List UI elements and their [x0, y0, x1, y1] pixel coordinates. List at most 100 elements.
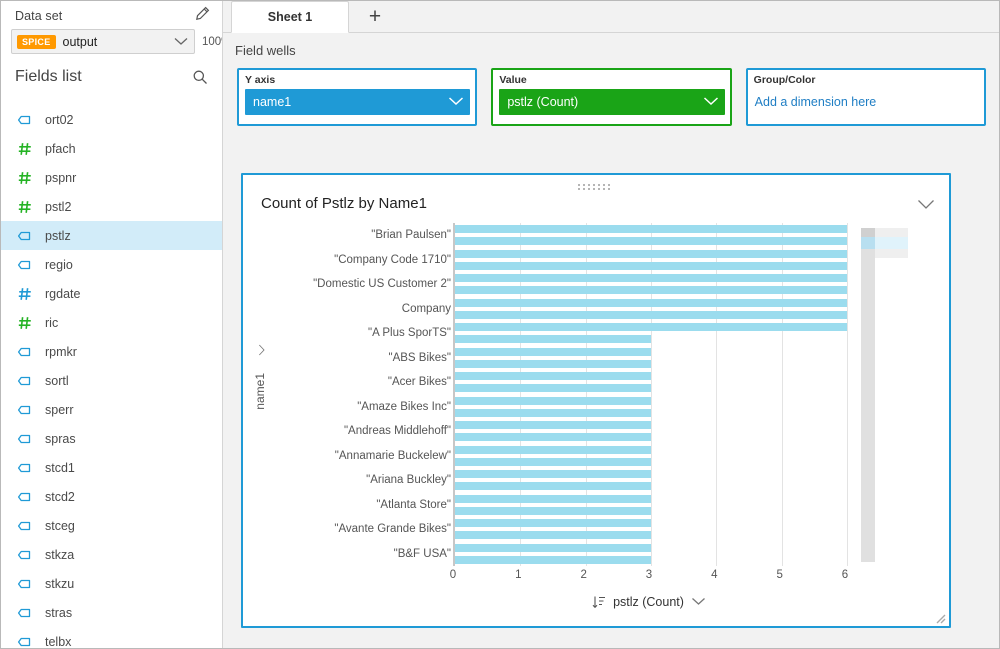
scrollbar-track[interactable] [861, 228, 875, 562]
fields-list[interactable]: ort02 pfach pspnr pstl2 pstlz regio rgdate ric r… [1, 105, 222, 648]
field-item-label: stcd2 [45, 489, 75, 504]
field-item-stceg[interactable]: stceg [1, 511, 222, 540]
dataset-header: Data set [1, 1, 222, 29]
bar[interactable] [455, 372, 651, 381]
bar[interactable] [455, 494, 651, 503]
date-field-icon [17, 286, 33, 302]
chevron-down-icon[interactable] [917, 197, 935, 215]
bar[interactable] [455, 396, 651, 405]
bar[interactable] [455, 225, 847, 234]
string-field-icon [17, 228, 33, 244]
spice-percent: 100% [202, 35, 222, 48]
bar[interactable] [455, 286, 847, 295]
chevron-down-icon[interactable] [253, 343, 271, 357]
pencil-icon[interactable] [194, 6, 210, 22]
search-icon[interactable] [192, 69, 208, 85]
bar[interactable] [455, 531, 651, 540]
drag-dots-icon[interactable] [578, 178, 614, 190]
x-axis-title[interactable]: pstlz (Count) [613, 595, 684, 609]
field-item-label: pstl2 [45, 199, 72, 214]
field-item-pstl2[interactable]: pstl2 [1, 192, 222, 221]
bar[interactable] [455, 506, 651, 515]
field-item-label: sortl [45, 373, 69, 388]
string-field-icon [17, 576, 33, 592]
bar[interactable] [455, 359, 651, 368]
bar[interactable] [455, 470, 651, 479]
field-item-telbx[interactable]: telbx [1, 627, 222, 648]
bar[interactable] [455, 298, 847, 307]
chevron-down-icon[interactable] [448, 93, 464, 111]
bar[interactable] [455, 408, 651, 417]
field-item-ort02[interactable]: ort02 [1, 105, 222, 134]
field-pill-name1[interactable]: name1 [245, 89, 471, 115]
gridline [585, 223, 587, 566]
field-item-rgdate[interactable]: rgdate [1, 279, 222, 308]
chart-vertical-scrollbar[interactable] [861, 223, 909, 566]
bar[interactable] [455, 482, 651, 491]
add-dimension-link[interactable]: Add a dimension here [754, 95, 877, 109]
field-well-value[interactable]: Value pstlz (Count) [491, 68, 732, 126]
field-item-spras[interactable]: spras [1, 424, 222, 453]
chevron-down-icon[interactable] [703, 93, 719, 111]
y-axis-category-labels: "Brian Paulsen" "Company Code 1710" "Domes… [283, 223, 451, 566]
field-item-label: stras [45, 605, 73, 620]
bar[interactable] [455, 543, 651, 552]
field-item-stcd2[interactable]: stcd2 [1, 482, 222, 511]
visual-panel[interactable]: Count of Pstlz by Name1 name1 "Brian Pau… [241, 173, 951, 628]
field-item-label: pspnr [45, 170, 77, 185]
tab-sheet-1[interactable]: Sheet 1 [231, 1, 349, 33]
field-item-pstlz[interactable]: pstlz [1, 221, 222, 250]
field-item-pspnr[interactable]: pspnr [1, 163, 222, 192]
fields-list-header: Fields list [1, 54, 222, 90]
scroll-highlight-band-right [875, 237, 908, 249]
field-item-stkza[interactable]: stkza [1, 540, 222, 569]
add-sheet-button[interactable]: + [368, 5, 382, 28]
bar-chart: name1 "Brian Paulsen" "Company Code 1710"… [243, 223, 949, 626]
field-item-label: stceg [45, 518, 75, 533]
field-well-group-color[interactable]: Group/Color Add a dimension here [745, 68, 986, 126]
field-item-stras[interactable]: stras [1, 598, 222, 627]
chevron-down-icon[interactable] [691, 593, 706, 611]
bar[interactable] [455, 347, 651, 356]
string-field-icon [17, 518, 33, 534]
bar[interactable] [455, 335, 651, 344]
bar[interactable] [455, 421, 651, 430]
bar[interactable] [455, 237, 847, 246]
bar[interactable] [455, 384, 651, 393]
resize-corner-icon[interactable] [934, 611, 946, 624]
y-axis-title[interactable]: name1 [253, 373, 267, 410]
dataset-label: Data set [15, 9, 63, 23]
bar[interactable] [455, 555, 651, 564]
dataset-select[interactable]: SPICE output [11, 29, 195, 54]
field-well-y-axis-title: Y axis [245, 74, 276, 86]
field-item-sortl[interactable]: sortl [1, 366, 222, 395]
bar[interactable] [455, 274, 847, 283]
string-field-icon [17, 344, 33, 360]
x-axis-tick-label: 3 [645, 569, 653, 581]
field-item-pfach[interactable]: pfach [1, 134, 222, 163]
bar[interactable] [455, 519, 651, 528]
bar[interactable] [455, 445, 651, 454]
bar[interactable] [455, 323, 847, 332]
string-field-icon [17, 605, 33, 621]
field-well-y-axis[interactable]: Y axis name1 [237, 68, 478, 126]
sort-ascending-icon[interactable] [592, 595, 606, 609]
number-field-icon [17, 315, 33, 331]
bar[interactable] [455, 433, 651, 442]
field-item-stkzu[interactable]: stkzu [1, 569, 222, 598]
field-pill-pstlz-count[interactable]: pstlz (Count) [499, 89, 725, 115]
field-item-stcd1[interactable]: stcd1 [1, 453, 222, 482]
field-item-ric[interactable]: ric [1, 308, 222, 337]
scroll-highlight-bottom [875, 249, 908, 258]
bar[interactable] [455, 310, 847, 319]
x-axis-tick-label: 5 [776, 569, 783, 581]
bar[interactable] [455, 249, 847, 258]
field-item-regio[interactable]: regio [1, 250, 222, 279]
bar[interactable] [455, 261, 847, 270]
y-axis-tick-label: "Domestic US Customer 2" [313, 278, 451, 291]
field-item-rpmkr[interactable]: rpmkr [1, 337, 222, 366]
string-field-icon [17, 489, 33, 505]
bar[interactable] [455, 457, 651, 466]
field-item-sperr[interactable]: sperr [1, 395, 222, 424]
dataset-name: output [62, 34, 98, 49]
